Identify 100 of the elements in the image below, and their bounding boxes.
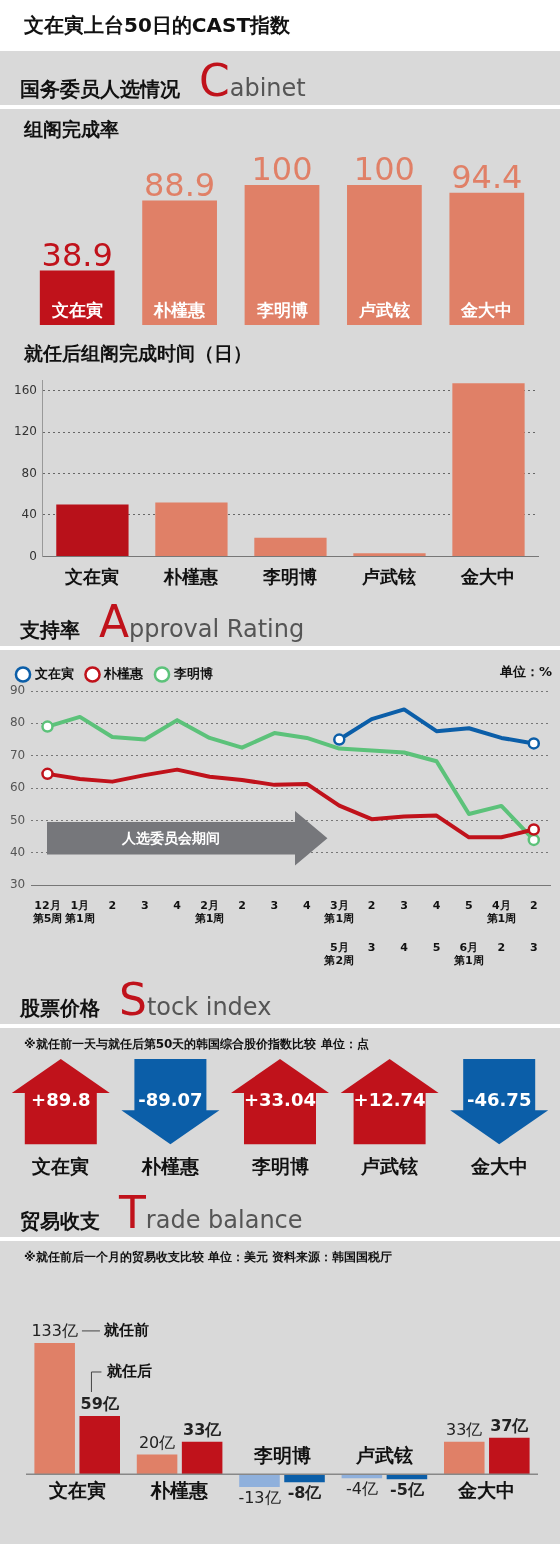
point [527,833,541,847]
data-label: 94.4 [451,158,523,197]
data-label: 100 [251,150,313,189]
bar [79,1415,120,1475]
x-tick-label: 金大中 [457,1478,516,1501]
y-tick-label: 70 [9,747,26,762]
y-tick-label: 80 [21,465,37,480]
x-tick-label: 4 [432,898,441,912]
bar [449,192,525,325]
text: 5 [432,941,441,955]
x-tick-label: 文在寅 [64,565,120,587]
x-tick-label: 金大中 [460,565,516,587]
y-tick-label: 160 [14,382,37,397]
point [333,733,346,746]
text: 文在寅上台50日的CAST指数 [0,0,560,51]
bar [56,504,129,556]
data-label: -5亿 [390,1480,425,1500]
bar [155,502,228,556]
legend-label: 李明博 [172,665,213,681]
category-label: 朴槿惠 [140,1154,200,1177]
y-tick-label: 40 [21,507,37,522]
series-label: 就任前 [102,1320,149,1339]
data-label: -8亿 [287,1483,323,1503]
data-label: -13亿 [238,1488,281,1508]
bar [239,1474,280,1488]
bar [444,1441,485,1475]
point [527,737,541,750]
bar [34,1342,75,1475]
chart-title: 贸易收支 Trade balance [20,1187,303,1238]
x-tick-label: 卢武铉 [361,565,417,587]
data-label: 33亿 [183,1419,223,1439]
data-label: 37亿 [490,1415,530,1435]
bar [452,383,525,556]
point [41,767,54,781]
chart-title: 国务委员人选情况 Cabinet [20,55,306,106]
x-tick-label: 2 [367,898,376,912]
bar [347,185,422,325]
legend-label: 朴槿惠 [103,665,144,681]
x-tick-label: 3 [140,898,149,912]
data-label: 100 [353,150,415,189]
x-tick-label: 3月第1周 [323,898,355,925]
x-tick-label: 李明博 [262,565,318,587]
point [41,720,54,733]
data-label: +89.8 [31,1089,91,1111]
x-tick-label: 朴槿惠 [153,299,207,320]
text: 5月第2周 [323,941,355,968]
chart-title: 就任后组阁完成时间（日） [23,341,253,366]
chart-subtitle: ※就任前后一个月的贸易收支比较 单位：美元 资料来源：韩国国税厅 [23,1249,394,1266]
bar [244,185,320,325]
x-tick-label: 2月第1周 [193,898,225,925]
text: 股票价格 Stock index [20,974,272,1025]
category-label: 卢武铉 [360,1154,419,1177]
data-label: +33.04 [243,1089,317,1111]
x-tick-label: 文在寅 [50,299,103,320]
x-tick-label: 2 [529,898,538,912]
data-label: +12.74 [353,1089,426,1111]
text: 就任后 [106,1361,153,1380]
text: 6月第1周 [453,941,484,968]
text: 单位：% [498,663,552,679]
x-tick-label: 4 [303,898,312,912]
x-tick-label: 朴槿惠 [150,1478,210,1501]
text: 3 [529,941,538,955]
data-label: -4亿 [345,1479,378,1499]
bar [142,200,217,325]
data-label: -89.07 [138,1089,203,1111]
category-label: 李明博 [250,1154,309,1177]
y-tick-label: 90 [9,683,26,698]
x-tick-label: 金大中 [460,299,513,320]
category-label: 文在寅 [31,1154,90,1177]
x-tick-label: 1月第1周 [64,898,95,925]
text: 2 [497,941,506,955]
x-tick-label: 卢武铉 [357,299,410,320]
bar [181,1441,223,1475]
y-tick-label: 40 [9,844,26,859]
annotation: 人选委员会期间 [122,829,221,848]
data-label: 59亿 [80,1394,120,1414]
x-tick-label: 2 [238,898,246,912]
data-label: 88.9 [143,165,216,204]
y-tick-label: 50 [9,812,26,827]
chart-title: 支持率 Approval Rating [20,596,305,647]
x-tick-label: 文在寅 [47,1478,106,1501]
y-tick-label: 120 [14,424,37,439]
y-tick-label: 30 [9,877,26,892]
text: 4 [400,941,409,955]
y-tick-label: 60 [9,780,26,795]
x-tick-label: 12月第5周 [31,898,63,925]
x-tick-label: 5 [465,898,473,912]
data-label: 33亿 [446,1419,483,1439]
y-tick-label: 0 [29,548,37,563]
category-label: 金大中 [469,1154,528,1177]
bar [254,537,327,556]
data-label: 20亿 [138,1432,176,1452]
text: 3 [367,941,376,955]
x-tick-label: 2 [108,898,117,912]
bar [284,1474,325,1483]
x-tick-label: 3 [270,898,279,912]
bar [136,1454,178,1475]
data-label: 133亿 [31,1321,78,1341]
chart-subtitle: 组阁完成率 [23,117,120,142]
x-tick-label: 李明博 [255,299,308,320]
